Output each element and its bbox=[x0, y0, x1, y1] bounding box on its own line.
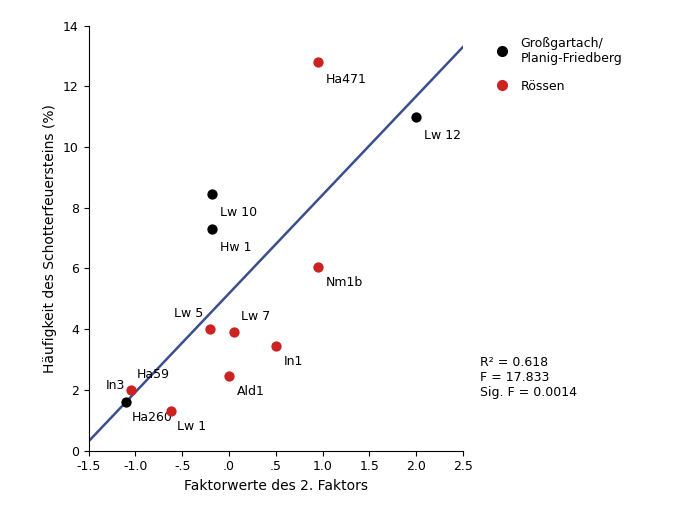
Point bbox=[207, 190, 218, 198]
Text: Nm1b: Nm1b bbox=[326, 276, 363, 289]
Text: Ha260: Ha260 bbox=[131, 411, 172, 424]
Text: Ald1: Ald1 bbox=[236, 386, 264, 398]
Text: Lw 10: Lw 10 bbox=[219, 206, 257, 219]
Point bbox=[121, 398, 131, 406]
Text: Lw 12: Lw 12 bbox=[424, 129, 461, 142]
Text: Lw 1: Lw 1 bbox=[176, 420, 206, 433]
Point bbox=[125, 386, 136, 394]
Text: R² = 0.618
F = 17.833
Sig. F = 0.0014: R² = 0.618 F = 17.833 Sig. F = 0.0014 bbox=[480, 356, 577, 399]
X-axis label: Faktorwerte des 2. Faktors: Faktorwerte des 2. Faktors bbox=[184, 479, 368, 493]
Point bbox=[205, 325, 216, 333]
Text: In1: In1 bbox=[283, 355, 302, 368]
Point bbox=[313, 263, 323, 271]
Point bbox=[207, 225, 218, 233]
Point bbox=[223, 372, 234, 380]
Text: Lw 7: Lw 7 bbox=[241, 310, 270, 323]
Y-axis label: Häufigkeit des Schotterfeuersteins (%): Häufigkeit des Schotterfeuersteins (%) bbox=[44, 103, 57, 373]
Legend: Großgartach/
Planig-Friedberg, Rössen: Großgartach/ Planig-Friedberg, Rössen bbox=[484, 32, 627, 98]
Point bbox=[165, 407, 176, 415]
Text: In3: In3 bbox=[106, 379, 125, 392]
Point bbox=[411, 113, 422, 121]
Text: Hw 1: Hw 1 bbox=[219, 241, 251, 254]
Point bbox=[228, 328, 239, 336]
Point bbox=[270, 342, 281, 350]
Text: Lw 5: Lw 5 bbox=[174, 307, 203, 320]
Text: Ha471: Ha471 bbox=[326, 73, 366, 86]
Point bbox=[313, 58, 323, 66]
Text: Ha59: Ha59 bbox=[136, 368, 170, 381]
